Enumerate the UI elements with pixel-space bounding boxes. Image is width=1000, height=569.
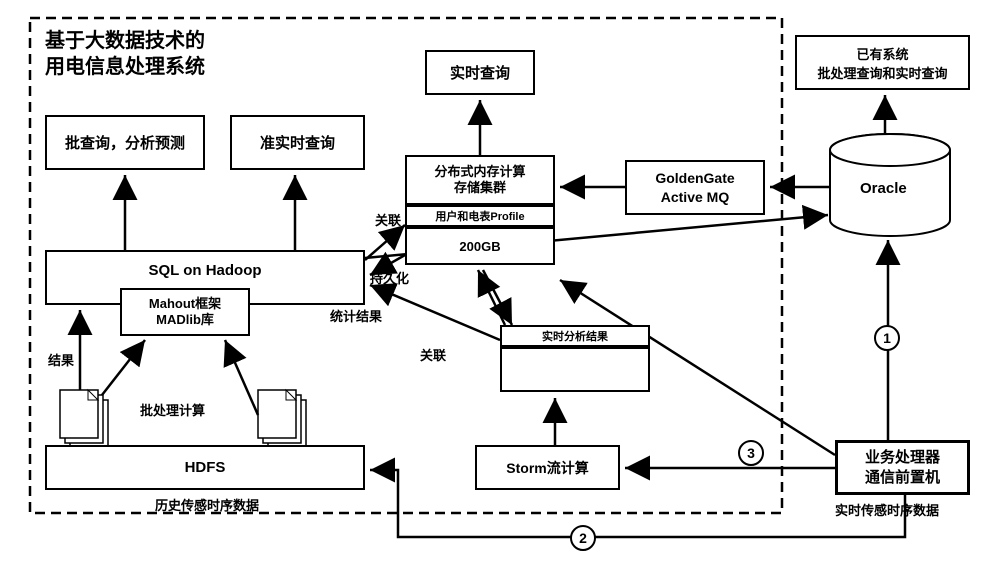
- node-rt-result-grid: [500, 347, 650, 392]
- node-profile: 用户和电表Profile: [405, 205, 555, 227]
- node-rt-query: 实时查询: [425, 50, 535, 95]
- label-chijiu: 持久化: [370, 268, 409, 287]
- label-guanlian1: 关联: [375, 210, 401, 229]
- node-mahout: Mahout框架 MADlib库: [120, 288, 250, 336]
- diagram-canvas: 基于大数据技术的 用电信息处理系统 批查询，分析预测 准实时查询 实时查询 已有…: [0, 0, 1000, 569]
- circle-2: 2: [570, 525, 596, 551]
- circle-1: 1: [874, 325, 900, 351]
- circle-3: 3: [738, 440, 764, 466]
- node-dist-mem: 分布式内存计算 存储集群: [405, 155, 555, 205]
- doc-stack-right: [258, 390, 306, 448]
- label-lishi: 历史传感时序数据: [155, 495, 259, 514]
- node-existing-sys: 已有系统 批处理查询和实时查询: [795, 35, 970, 90]
- label-shishi: 实时传感时序数据: [835, 500, 939, 519]
- node-batch-query: 批查询，分析预测: [45, 115, 205, 170]
- node-bizproc: 业务处理器 通信前置机: [835, 440, 970, 495]
- node-quasi-rt-query: 准实时查询: [230, 115, 365, 170]
- oracle-label: Oracle: [860, 180, 907, 197]
- node-mem200: 200GB: [405, 227, 555, 265]
- label-jieguo: 结果: [48, 350, 74, 369]
- doc-stack-left: [60, 390, 108, 448]
- label-tongji: 统计结果: [330, 306, 382, 325]
- label-pichuli: 批处理计算: [140, 400, 205, 419]
- node-goldengate: GoldenGate Active MQ: [625, 160, 765, 215]
- node-hdfs: HDFS: [45, 445, 365, 490]
- label-guanlian2: 关联: [420, 345, 446, 364]
- diagram-title: 基于大数据技术的 用电信息处理系统: [45, 28, 205, 80]
- node-rt-result-header: 实时分析结果: [500, 325, 650, 347]
- node-storm: Storm流计算: [475, 445, 620, 490]
